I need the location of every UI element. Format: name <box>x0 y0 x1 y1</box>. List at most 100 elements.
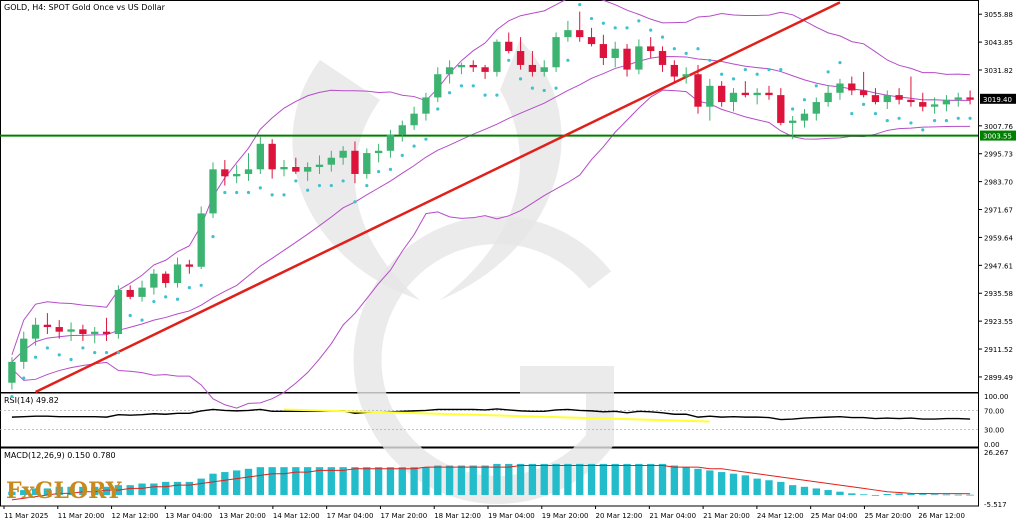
x-tick-label: 19 Mar 20:00 <box>542 512 589 520</box>
macd-hist-bar <box>91 486 99 495</box>
psar-dot <box>365 183 369 188</box>
macd-hist-bar <box>907 493 915 495</box>
psar-dot <box>45 346 50 350</box>
price-tick-label: 2971.67 <box>984 207 1013 215</box>
candle-body <box>788 120 797 123</box>
psar-dot <box>708 58 712 62</box>
candle-body <box>280 167 288 170</box>
macd-hist-bar <box>528 463 537 495</box>
price-tick-label: 3043.85 <box>984 39 1013 47</box>
macd-hist-bar <box>599 463 608 495</box>
psar-dot <box>81 346 85 350</box>
band-upper <box>11 0 971 356</box>
macd-hist-bar <box>398 467 406 495</box>
candle-body <box>729 92 738 103</box>
chart-title: GOLD, H4: SPOT Gold Once vs US Dollar <box>4 3 165 12</box>
candle-body <box>221 169 229 177</box>
psar-dot <box>10 395 14 399</box>
candle-body <box>410 113 418 126</box>
price-pane-frame <box>0 0 979 393</box>
x-tick-label: 18 Mar 12:00 <box>434 512 481 520</box>
candle-body <box>540 67 548 72</box>
psar-dot <box>317 183 322 188</box>
candle-body <box>8 361 16 383</box>
macd-hist-bar <box>67 486 75 495</box>
x-tick-label: 13 Mar 04:00 <box>165 512 212 520</box>
psar-dot <box>613 26 617 30</box>
candle-body <box>185 264 194 267</box>
macd-hist-bar <box>930 494 939 496</box>
candle-body <box>79 329 87 335</box>
candle-body <box>102 331 111 335</box>
macd-hist-bar <box>954 494 962 496</box>
candle-body <box>528 64 537 72</box>
price-tick-label: 2899.49 <box>984 374 1013 382</box>
x-tick-label: 13 Mar 20:00 <box>219 512 266 520</box>
candle-body <box>682 74 690 77</box>
macd-label: MACD(12,26,9) 0.150 0.780 <box>4 451 116 460</box>
candle-body <box>327 157 335 165</box>
psar-dot <box>791 107 795 111</box>
x-tick-label: 21 Mar 04:00 <box>649 512 696 520</box>
psar-dot <box>33 355 38 359</box>
candle-body <box>209 169 217 214</box>
rsi-line <box>11 408 971 421</box>
candle-body <box>398 125 406 135</box>
macd-hist-bar <box>966 494 974 496</box>
rsi-tick-label: 0.00 <box>984 441 1000 449</box>
candle-body <box>303 167 312 172</box>
candle-body <box>576 30 584 38</box>
psar-dot <box>696 47 700 51</box>
psar-dot <box>802 98 807 102</box>
candle-body <box>505 41 513 52</box>
candle-body <box>55 327 63 332</box>
macd-hist-bar <box>812 488 820 495</box>
psar-dot <box>873 112 878 116</box>
candle-body <box>623 48 631 70</box>
macd-hist-bar <box>244 468 253 495</box>
macd-hist-bar <box>303 467 312 495</box>
macd-hist-bar <box>256 467 264 495</box>
macd-hist-bar <box>434 465 442 495</box>
price-tick-label: 3031.82 <box>984 67 1013 75</box>
macd-hist-bar <box>8 491 16 495</box>
trend-line <box>35 1 841 394</box>
macd-hist-bar <box>374 467 383 495</box>
candle-body <box>374 150 383 154</box>
psar-dot <box>495 93 499 97</box>
psar-dot <box>412 144 416 148</box>
psar-dot <box>447 91 452 95</box>
macd-tick-label: 26.267 <box>984 449 1009 457</box>
macd-hist-bar <box>919 494 927 495</box>
psar-dot <box>246 190 251 195</box>
psar-dot <box>104 350 109 355</box>
macd-hist-bar <box>564 463 572 495</box>
candle-body <box>599 44 608 58</box>
macd-hist-bar <box>729 473 738 495</box>
macd-hist-bar <box>481 465 489 495</box>
candle-body <box>126 289 134 297</box>
macd-hist-bar <box>540 463 548 495</box>
psar-dot <box>554 86 558 90</box>
candle-body <box>469 64 477 68</box>
macd-hist-bar <box>386 467 395 495</box>
psar-dot <box>921 128 925 132</box>
macd-hist-bar <box>126 485 134 495</box>
psar-dot <box>625 26 629 30</box>
macd-hist-bar <box>233 470 241 495</box>
psar-dot <box>601 21 605 25</box>
rsi-tick-label: 30.00 <box>984 427 1004 435</box>
price-tick-label: 3007.76 <box>984 123 1013 131</box>
x-tick-label: 20 Mar 12:00 <box>596 512 643 520</box>
macd-hist-bar <box>516 463 525 495</box>
macd-tick-label: -5.517 <box>984 501 1007 509</box>
macd-hist-bar <box>493 463 501 495</box>
psar-dot <box>944 119 949 123</box>
psar-dot <box>589 16 594 21</box>
psar-dot <box>270 193 274 197</box>
psar-dot <box>755 72 759 76</box>
support-price-box <box>980 130 1016 141</box>
psar-dot <box>507 58 511 62</box>
